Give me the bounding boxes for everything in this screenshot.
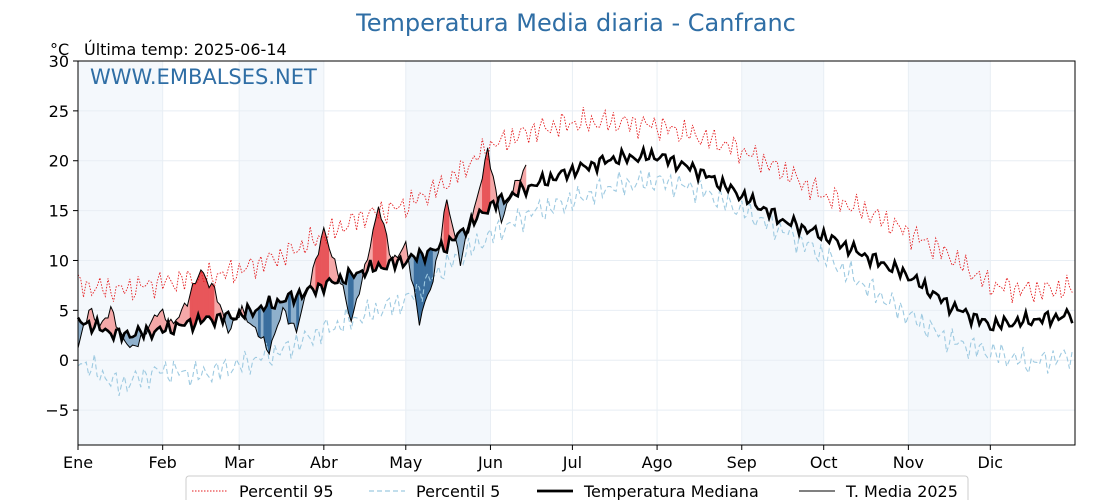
- month-band: [741, 61, 824, 445]
- unit-label: °C: [50, 40, 69, 59]
- y-tick-label: 20: [49, 152, 69, 171]
- y-tick-label: 5: [59, 301, 69, 320]
- series-t-media-2025: [77, 147, 527, 356]
- y-tick-label: −5: [45, 401, 69, 420]
- chart-title: Temperatura Media diaria - Canfranc: [355, 9, 796, 37]
- legend-label: Percentil 5: [416, 482, 500, 500]
- y-tick-label: 10: [49, 251, 69, 270]
- anomaly-fill: [331, 256, 336, 284]
- last-temp-label: Última temp: 2025-06-14: [84, 40, 287, 59]
- y-tick-label: 0: [59, 351, 69, 370]
- legend-box: [185, 475, 969, 500]
- y-tick-label: 25: [49, 102, 69, 121]
- month-band: [78, 61, 163, 445]
- anomaly-fill: [208, 282, 213, 321]
- watermark: WWW.EMBALSES.NET: [90, 65, 317, 89]
- anomaly-fill: [427, 248, 431, 296]
- x-tick-label: Mar: [224, 453, 255, 472]
- x-tick-label: Nov: [893, 453, 924, 472]
- x-tick-label: Sep: [727, 453, 757, 472]
- series-percentil-5: [77, 170, 1073, 397]
- anomaly-fill: [203, 272, 207, 322]
- series-temperatura-mediana: [76, 143, 1074, 346]
- x-tick-label: Jun: [477, 453, 503, 472]
- y-axis: 30 25 20 15 10 5 0 −5: [45, 52, 78, 420]
- x-tick-label: Feb: [149, 453, 177, 472]
- plot-frame: [77, 60, 1076, 446]
- y-tick-label: 30: [49, 52, 69, 71]
- month-bands: [78, 61, 991, 445]
- legend-label: T. Media 2025: [845, 482, 958, 500]
- month-band: [908, 61, 991, 445]
- legend-label: Temperatura Mediana: [583, 482, 759, 500]
- x-tick-label: Ene: [63, 453, 93, 472]
- x-tick-label: Dic: [978, 453, 1004, 472]
- series-percentil-95: [77, 107, 1073, 303]
- x-tick-label: Abr: [310, 453, 338, 472]
- x-tick-label: Jul: [562, 453, 582, 472]
- x-axis: Ene Feb Mar Abr May Jun Jul Ago Sep Oct Nov Dic: [63, 445, 1003, 472]
- legend-label: Percentil 95: [239, 482, 334, 500]
- legend: Percentil 95 Percentil 5 Temperatura Media…: [185, 475, 969, 500]
- anomaly-fill: [380, 218, 385, 270]
- anomaly-fill: [258, 305, 262, 339]
- series-lines: [76, 107, 1074, 397]
- y-tick-label: 15: [49, 202, 69, 221]
- x-tick-label: Ago: [642, 453, 673, 472]
- x-tick-label: May: [389, 453, 422, 472]
- x-tick-label: Oct: [810, 453, 838, 472]
- anomaly-fill: [288, 291, 292, 325]
